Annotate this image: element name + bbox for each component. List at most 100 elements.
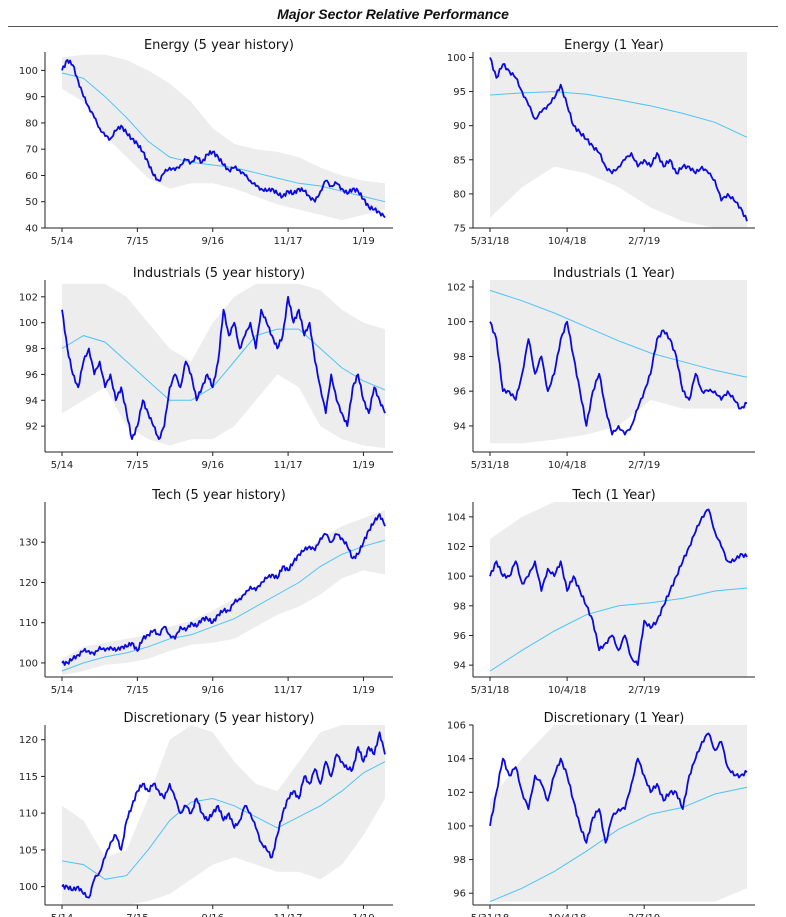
y-tick-label: 100 (447, 53, 466, 64)
y-tick-label: 95 (453, 87, 466, 98)
chart-title: Energy (1 Year) (564, 38, 664, 53)
y-tick-label: 105 (19, 845, 38, 856)
x-tick-label: 10/4/18 (548, 685, 587, 696)
chart-energy-1-year: 75 80 85 90 95 100 5/31/18 10/4/18 2/7/19 Energy … (447, 38, 755, 247)
x-tick-label: 7/15 (126, 460, 148, 471)
confidence-band (62, 510, 385, 675)
y-tick-label: 106 (447, 721, 466, 732)
x-tick-label: 5/14 (51, 460, 73, 471)
chart-tech-1-year: 94 96 98 100 102 104 5/31/18 10/4/18 2/7/19 Tech … (447, 488, 755, 696)
x-tick-label: 9/16 (201, 685, 223, 696)
x-tick-label: 7/15 (126, 685, 148, 696)
y-tick-label: 120 (19, 735, 38, 746)
y-tick-label: 60 (25, 171, 38, 182)
chart-title: Energy (5 year history) (144, 38, 294, 53)
y-tick-label: 75 (453, 224, 466, 235)
y-tick-label: 94 (25, 396, 38, 407)
x-tick-label: 9/16 (201, 236, 223, 247)
y-tick-label: 104 (447, 754, 466, 765)
confidence-band (490, 502, 747, 677)
chart-title: Tech (1 Year) (571, 488, 655, 503)
y-tick-label: 102 (447, 788, 466, 799)
x-tick-label: 10/4/18 (548, 460, 587, 471)
price-line (61, 59, 386, 219)
chart-title: Discretionary (5 year history) (123, 711, 314, 726)
y-tick-label: 102 (447, 542, 466, 553)
x-tick-label: 1/19 (352, 913, 374, 917)
x-tick-label: 11/17 (274, 685, 303, 696)
price-line (489, 320, 748, 436)
y-tick-label: 104 (447, 512, 466, 523)
y-tick-label: 96 (25, 370, 38, 381)
x-tick-label: 10/4/18 (548, 913, 587, 917)
y-tick-label: 98 (25, 344, 38, 355)
chart-title: Industrials (5 year history) (133, 266, 305, 281)
x-tick-label: 9/16 (201, 913, 223, 917)
y-tick-label: 85 (453, 155, 466, 166)
confidence-band (490, 52, 747, 228)
x-tick-label: 7/15 (126, 913, 148, 917)
x-tick-label: 2/7/19 (628, 913, 660, 917)
chart-title: Tech (5 year history) (151, 488, 286, 503)
chart-industrials-1-year: 94 96 98 100 102 5/31/18 10/4/18 2/7/19 Industri… (447, 266, 755, 471)
x-tick-label: 5/31/18 (471, 236, 510, 247)
confidence-band (62, 283, 385, 449)
page-title: Major Sector Relative Performance (277, 6, 509, 22)
y-tick-label: 70 (25, 145, 38, 156)
price-line (61, 295, 386, 440)
x-tick-label: 5/14 (51, 913, 73, 917)
chart-discretionary-5-year-history: 100 105 110 115 120 5/14 7/15 9/16 11/17 1/19 Disc… (19, 711, 393, 917)
moving-average-line (61, 328, 386, 401)
y-tick-label: 110 (19, 809, 38, 820)
x-tick-label: 5/14 (51, 236, 73, 247)
y-tick-label: 94 (453, 421, 466, 432)
y-tick-label: 115 (19, 772, 38, 783)
title-divider (8, 26, 778, 27)
y-tick-label: 96 (453, 387, 466, 398)
x-tick-label: 11/17 (274, 460, 303, 471)
y-tick-label: 100 (447, 572, 466, 583)
y-tick-label: 100 (447, 317, 466, 328)
y-tick-label: 130 (19, 538, 38, 549)
price-line (61, 731, 386, 899)
y-tick-label: 92 (25, 422, 38, 433)
chart-industrials-5-year-history: 92 94 96 98 100 102 5/14 7/15 9/16 11/17 1/19 Indus… (19, 266, 393, 471)
y-tick-label: 96 (453, 889, 466, 900)
y-tick-label: 96 (453, 631, 466, 642)
price-line (489, 732, 748, 844)
y-tick-label: 100 (19, 318, 38, 329)
y-tick-label: 50 (25, 197, 38, 208)
price-line (489, 508, 748, 666)
y-tick-label: 90 (25, 92, 38, 103)
x-tick-label: 2/7/19 (628, 460, 660, 471)
confidence-band (490, 725, 747, 902)
y-tick-label: 100 (19, 66, 38, 77)
moving-average-line (61, 72, 386, 203)
price-line (61, 513, 386, 666)
x-tick-label: 7/15 (126, 236, 148, 247)
y-tick-label: 94 (453, 661, 466, 672)
confidence-band (62, 725, 385, 905)
y-tick-label: 80 (25, 118, 38, 129)
x-tick-label: 1/19 (352, 685, 374, 696)
chart-title: Industrials (1 Year) (553, 266, 675, 281)
y-tick-label: 110 (19, 618, 38, 629)
moving-average-line (489, 587, 748, 672)
chart-title: Discretionary (1 Year) (544, 711, 685, 726)
y-tick-label: 100 (19, 882, 38, 893)
moving-average-line (489, 289, 748, 378)
price-line (489, 57, 748, 222)
y-tick-label: 100 (19, 658, 38, 669)
confidence-band (62, 54, 385, 221)
y-tick-label: 98 (453, 855, 466, 866)
moving-average-line (61, 539, 386, 672)
y-tick-label: 98 (453, 352, 466, 363)
x-tick-label: 5/31/18 (471, 913, 510, 917)
moving-average-line (489, 91, 748, 138)
y-tick-label: 102 (19, 292, 38, 303)
x-tick-label: 5/31/18 (471, 460, 510, 471)
y-tick-label: 40 (25, 224, 38, 235)
y-tick-label: 102 (447, 282, 466, 293)
x-tick-label: 10/4/18 (548, 236, 587, 247)
